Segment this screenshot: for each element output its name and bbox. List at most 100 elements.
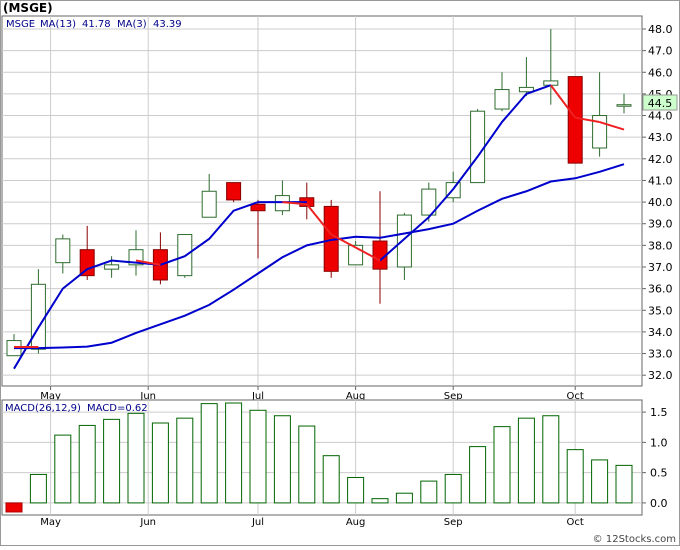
candle	[396, 212, 412, 280]
price-y-tick-label: 47.0	[648, 45, 673, 58]
macd-bar	[5, 502, 23, 513]
ma3-line-red-segment	[575, 116, 600, 124]
price-grid	[2, 16, 642, 386]
candle-body-up	[616, 104, 632, 107]
macd-y-tick-label: 0.0	[650, 497, 668, 510]
macd-bar	[273, 415, 291, 504]
macd-bar	[29, 473, 47, 504]
price-legend: MSGE MA(13) 41.78 MA(3) 43.39	[6, 19, 182, 30]
macd-bar	[517, 417, 535, 504]
price-y-tick-label: 48.0	[648, 23, 673, 36]
macd-x-tick-label: Oct	[567, 517, 584, 528]
price-y-tick-label: 32.0	[648, 369, 673, 382]
price-y-tick-label: 33.0	[648, 348, 673, 361]
price-y-tick-label: 39.0	[648, 218, 673, 231]
candle	[55, 234, 71, 274]
last-price-tag-box	[642, 94, 678, 111]
price-x-tick-label: Jul	[251, 391, 264, 402]
ma3-line-red-segment	[306, 203, 332, 236]
candle-body-up	[543, 80, 559, 86]
watermark: © 12Stocks.com	[593, 534, 676, 545]
candle	[470, 109, 486, 184]
candle-body-up	[396, 214, 412, 268]
last-price-tag: 44.5	[642, 94, 678, 111]
macd-y-tick-label: 1.5	[650, 406, 668, 419]
legend-ma3-value: 43.39	[153, 19, 182, 30]
macd-bar	[493, 426, 511, 504]
macd-bar	[103, 418, 121, 504]
ma3-line-red-segment	[282, 201, 307, 206]
macd-bar	[371, 498, 389, 504]
price-x-tick-label: Jun	[139, 391, 156, 402]
price-y-tick-label: 46.0	[648, 66, 673, 79]
price-y-tick-label: 37.0	[648, 261, 673, 274]
macd-y-tick-label: 1.0	[650, 436, 668, 449]
price-plot-frame	[1, 15, 643, 387]
legend-ma13-label: MA(13)	[40, 19, 76, 30]
price-x-tick-label: Sep	[444, 391, 463, 402]
macd-bar	[542, 415, 560, 504]
price-y-tick-label: 34.0	[648, 326, 673, 339]
macd-bars	[5, 402, 633, 513]
candle-body-down	[250, 203, 266, 212]
candle	[250, 199, 266, 259]
candle	[226, 182, 242, 203]
ma3-line-red-segment	[550, 84, 576, 119]
candle	[372, 191, 388, 304]
legend-symbol: MSGE	[6, 19, 35, 30]
candle	[79, 225, 95, 280]
price-y-tick-label: 43.0	[648, 131, 673, 144]
macd-bar	[469, 446, 487, 504]
ma3-line-red-segment	[135, 259, 161, 266]
legend-ma13-value: 41.78	[82, 19, 111, 30]
macd-bar	[444, 473, 462, 504]
legend-ma3-label: MA(3)	[117, 19, 147, 30]
macd-x-tick-label: Sep	[444, 517, 463, 528]
macd-legend-value: MACD=0.62	[87, 403, 148, 414]
ma3-line-blue-segment	[379, 84, 552, 262]
macd-bar	[420, 480, 438, 504]
macd-bar	[347, 476, 365, 504]
macd-y-axis: 0.0 0.5 1.0 1.5	[642, 406, 668, 510]
macd-bar	[200, 403, 218, 504]
macd-panel: 0.0 0.5 1.0 1.5 May Jun Jul Aug Sep Oct	[1, 399, 668, 528]
candle-body-down	[567, 76, 583, 164]
macd-bar	[566, 449, 584, 504]
macd-x-tick-label: Jun	[139, 517, 156, 528]
macd-y-tick-label: 0.5	[650, 467, 668, 480]
macd-bar	[225, 402, 243, 504]
candle-body-up	[201, 190, 217, 218]
price-y-tick-label: 44.0	[648, 110, 673, 123]
candle	[421, 182, 437, 222]
price-y-tick-label: 35.0	[648, 304, 673, 317]
macd-x-tick-label: Jul	[251, 517, 264, 528]
macd-bar	[322, 455, 340, 504]
candle	[518, 57, 534, 97]
price-y-tick-label: 36.0	[648, 283, 673, 296]
ma3-line-red-segment	[330, 233, 381, 262]
price-y-tick-label: 41.0	[648, 174, 673, 187]
price-x-tick-label: Aug	[346, 391, 366, 402]
price-x-axis: May Jun Jul Aug Sep Oct	[40, 386, 584, 402]
macd-bar	[615, 464, 633, 504]
candle-body-up	[55, 238, 71, 264]
macd-x-axis: May Jun Jul Aug Sep Oct	[40, 517, 584, 528]
candle	[616, 93, 632, 114]
macd-bar	[176, 417, 194, 504]
macd-bar	[151, 422, 169, 504]
macd-legend: MACD(26,12,9) MACD=0.62	[5, 403, 148, 414]
candle-body-up	[104, 264, 120, 270]
price-panel: 32.0 33.0 34.0 35.0 36.0 37.0 38.0 39.0 40.0 41.0…	[1, 15, 678, 402]
macd-bar	[127, 412, 145, 504]
price-y-tick-label: 42.0	[648, 153, 673, 166]
candle-body-up	[494, 89, 510, 110]
ma3-line-red-segment	[599, 121, 625, 131]
moving-average-lines	[13, 84, 625, 370]
candle-body-up	[421, 188, 437, 216]
candle-body-up	[518, 86, 534, 93]
candle	[543, 28, 559, 105]
macd-bar	[249, 409, 267, 504]
macd-bar	[78, 424, 96, 504]
